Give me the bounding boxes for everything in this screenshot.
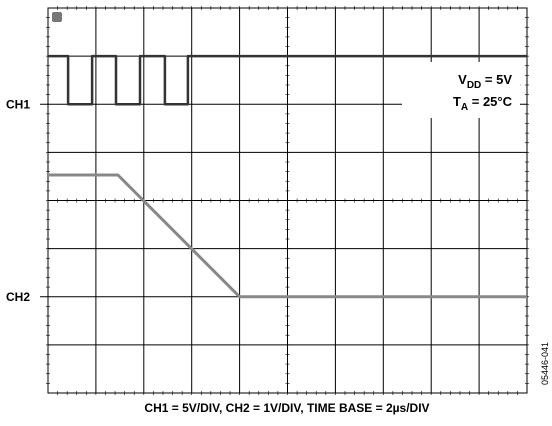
annotation: VDD = 5V	[458, 72, 512, 91]
labels: CH1 CH2 VDD = 5V TA = 25°C	[6, 72, 513, 304]
annotation-box	[402, 62, 520, 118]
traces	[48, 54, 527, 299]
annotation-sub: DD	[467, 80, 481, 91]
trigger-icon	[52, 12, 62, 22]
annotation-rest: = 5V	[481, 72, 512, 87]
trace	[48, 54, 527, 106]
trace	[48, 173, 527, 299]
channel-label: CH1	[6, 97, 30, 111]
annotation-main: V	[458, 72, 467, 87]
channel-label: CH2	[6, 290, 30, 304]
annotation-sub: A	[461, 102, 468, 113]
figure-id: 05446-041	[540, 342, 550, 385]
annotation-rest: = 25°C	[468, 94, 512, 109]
annotation-main: T	[453, 94, 461, 109]
annotation: TA = 25°C	[453, 94, 513, 113]
minor-ticks	[46, 6, 529, 395]
caption: CH1 = 5V/DIV, CH2 = 1V/DIV, TIME BASE = …	[144, 401, 429, 415]
